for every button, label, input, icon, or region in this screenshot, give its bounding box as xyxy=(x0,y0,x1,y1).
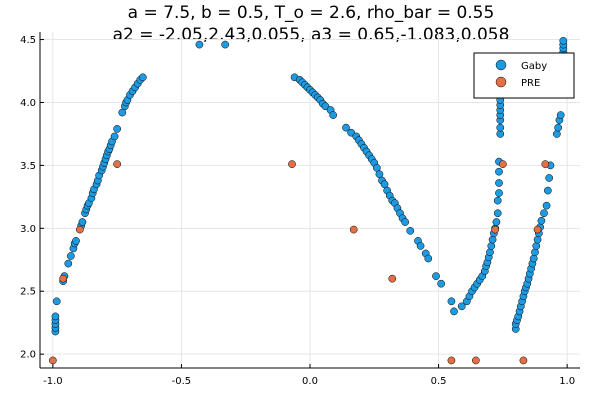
data-point-pre xyxy=(76,225,84,234)
chart-subtitle: a2 = -2.05,2.43,0.055, a3 = 0.65,-1.083,… xyxy=(113,25,510,45)
data-point-pre xyxy=(388,274,397,283)
data-point-pre xyxy=(472,356,480,365)
data-point-gaby xyxy=(533,235,542,244)
data-point-gaby xyxy=(447,297,456,306)
y-tick-label: 4.0 xyxy=(20,98,36,109)
data-point-gaby xyxy=(496,123,505,132)
data-point-gaby xyxy=(486,248,494,257)
legend-box xyxy=(473,52,575,99)
legend: Gaby PRE xyxy=(473,52,575,99)
data-point-gaby xyxy=(401,218,409,226)
data-point-gaby xyxy=(437,279,445,288)
series-gaby xyxy=(51,36,568,336)
data-point-gaby xyxy=(416,242,425,250)
y-tick-label: 3.5 xyxy=(20,161,36,172)
data-point-gaby xyxy=(531,248,539,257)
data-point-pre xyxy=(499,160,507,168)
data-point-gaby xyxy=(556,111,565,119)
data-point-gaby xyxy=(554,123,562,132)
data-point-gaby xyxy=(493,196,502,205)
data-point-pre xyxy=(541,160,550,168)
data-point-pre xyxy=(59,274,67,283)
data-point-gaby xyxy=(495,179,503,187)
legend-marker-gaby xyxy=(495,59,507,71)
y-tick-label: 2.0 xyxy=(20,350,36,361)
data-point-pre xyxy=(491,225,499,234)
x-tick-label: 0.0 xyxy=(302,376,318,387)
data-point-gaby xyxy=(450,307,458,316)
data-point-gaby xyxy=(457,302,466,311)
axes xyxy=(39,32,580,369)
data-point-gaby xyxy=(342,123,350,132)
y-tick-label: 2.5 xyxy=(20,287,36,298)
data-point-gaby xyxy=(72,237,80,245)
data-point-gaby xyxy=(78,218,87,226)
legend-label-pre: PRE xyxy=(521,78,540,89)
x-tick-label: 0.5 xyxy=(431,376,447,387)
data-point-gaby xyxy=(559,36,568,45)
legend-marker-pre xyxy=(495,76,507,88)
data-point-gaby xyxy=(529,254,538,263)
data-point-gaby xyxy=(52,297,61,306)
data-point-pre xyxy=(113,160,121,168)
data-point-gaby xyxy=(406,226,415,235)
data-point-gaby xyxy=(493,209,502,218)
data-point-gaby xyxy=(495,167,503,176)
data-point-gaby xyxy=(424,254,433,263)
data-point-gaby xyxy=(544,186,552,195)
data-point-gaby xyxy=(321,102,330,111)
x-tick-label: -0.5 xyxy=(172,376,192,387)
y-tick-label: 3.0 xyxy=(20,224,36,235)
data-point-gaby xyxy=(537,216,546,225)
data-point-pre xyxy=(288,160,296,168)
data-point-pre xyxy=(49,356,57,365)
chart-title: a = 7.5, b = 0.5, T_o = 2.6, rho_bar = 0… xyxy=(128,3,495,23)
data-point-gaby xyxy=(329,111,337,119)
data-point-pre xyxy=(447,356,456,365)
data-point-gaby xyxy=(67,252,75,260)
data-point-gaby xyxy=(545,174,553,182)
data-point-gaby xyxy=(492,218,501,226)
data-point-gaby xyxy=(110,132,119,141)
data-point-gaby xyxy=(139,73,147,82)
data-point-pre xyxy=(519,356,528,365)
legend-label-gaby: Gaby xyxy=(521,61,547,72)
series-pre xyxy=(49,160,550,365)
data-point-gaby xyxy=(432,272,440,280)
data-point-gaby xyxy=(51,312,60,321)
data-point-gaby xyxy=(64,259,73,268)
data-point-pre xyxy=(349,225,358,234)
data-point-gaby xyxy=(487,242,496,250)
data-point-gaby xyxy=(221,40,229,49)
y-tick-label: 4.5 xyxy=(20,35,36,46)
x-tick-label: -1.0 xyxy=(43,376,63,387)
data-points xyxy=(49,36,568,365)
data-point-gaby xyxy=(495,189,503,197)
x-tick-label: 1.0 xyxy=(559,376,575,387)
data-point-gaby xyxy=(532,242,541,250)
data-point-gaby xyxy=(347,128,355,137)
data-point-gaby xyxy=(113,125,121,133)
tick-labels: -1.0 -0.5 0.0 0.5 1.0 2.0 2.5 3.0 3.5 4.0 4.5 xyxy=(20,35,575,387)
data-point-gaby xyxy=(195,40,204,49)
data-point-gaby xyxy=(540,209,548,218)
data-point-gaby xyxy=(553,130,561,138)
data-point-gaby xyxy=(488,235,497,244)
data-point-pre xyxy=(533,225,542,234)
data-point-gaby xyxy=(542,201,551,210)
